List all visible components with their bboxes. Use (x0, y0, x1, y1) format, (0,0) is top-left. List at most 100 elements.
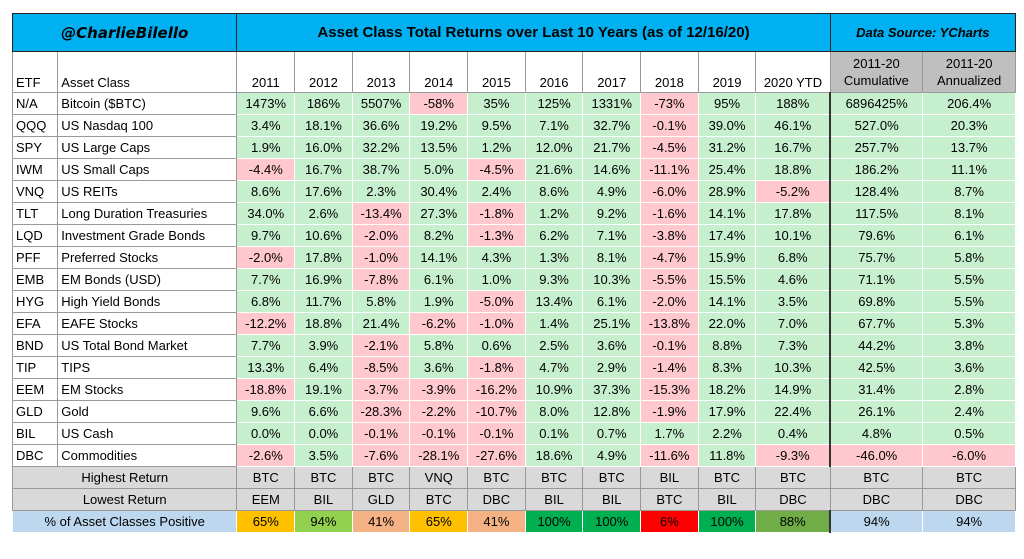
return-cell: 18.1% (294, 114, 353, 137)
column-header-row: ETF Asset Class 2011 2012 2013 2014 2015 2016… (11, 51, 1016, 93)
return-cell: -1.4% (640, 356, 699, 379)
lowest-return-ticker: BIL (524, 488, 584, 511)
asset-class-name: US Total Bond Market (57, 334, 238, 357)
return-cell: 1.2% (524, 202, 584, 225)
return-cell: -1.3% (467, 224, 526, 247)
return-cell: 36.6% (351, 114, 411, 137)
highest-return-ticker: BTC (755, 466, 831, 489)
return-cell: 0.0% (236, 422, 296, 445)
table-row: BIL US Cash 0.0% 0.0% -0.1% -0.1% -0.1% 0.1% 0.7… (11, 422, 1016, 445)
header-year: 2016 (524, 51, 584, 93)
return-cell: 11.7% (294, 290, 353, 313)
header-annualized: 2011-20 Annualized (922, 51, 1016, 93)
return-cell: -6.0% (640, 180, 699, 203)
return-cell: 2.9% (582, 356, 642, 379)
return-cell: 8.0% (524, 400, 584, 423)
return-cell: 1.9% (409, 290, 469, 313)
lowest-return-row: Lowest Return EEM BIL GLD BTC DBC BIL BIL BTC BIL… (11, 488, 1016, 511)
return-cell: 17.9% (697, 400, 757, 423)
lowest-return-ticker: DBC (922, 488, 1016, 511)
return-cell: 18.8% (755, 158, 831, 181)
return-cell: 46.1% (755, 114, 831, 137)
annualized-return-cell: 3.6% (922, 356, 1016, 379)
cumulative-return-cell: 71.1% (829, 268, 924, 291)
etf-ticker: VNQ (11, 180, 59, 203)
return-cell: 95% (697, 92, 757, 115)
header-annualized-label: Annualized (936, 73, 1002, 88)
returns-table-container: @CharlieBilello Asset Class Total Return… (11, 13, 1017, 533)
annualized-return-cell: 8.7% (922, 180, 1016, 203)
return-cell: 6.8% (755, 246, 831, 269)
return-cell: 4.9% (582, 180, 642, 203)
lowest-return-ticker: GLD (351, 488, 411, 511)
return-cell: 14.1% (409, 246, 469, 269)
highest-return-ticker: BTC (236, 466, 296, 489)
return-cell: -1.8% (467, 356, 526, 379)
etf-ticker: TLT (11, 202, 59, 225)
return-cell: -2.2% (409, 400, 469, 423)
return-cell: 1.4% (524, 312, 584, 335)
return-cell: -2.0% (236, 246, 296, 269)
return-cell: 10.6% (294, 224, 353, 247)
etf-ticker: DBC (11, 444, 59, 467)
return-cell: -58% (409, 92, 469, 115)
return-cell: 5.8% (409, 334, 469, 357)
asset-class-name: US Small Caps (57, 158, 238, 181)
header-cumulative: 2011-20 Cumulative (829, 51, 924, 93)
highest-return-ticker: BTC (922, 466, 1016, 489)
etf-ticker: EEM (11, 378, 59, 401)
table-title: Asset Class Total Returns over Last 10 Y… (236, 13, 831, 52)
return-cell: -2.6% (236, 444, 296, 467)
lowest-return-ticker: BTC (640, 488, 699, 511)
cumulative-return-cell: 75.7% (829, 246, 924, 269)
percent-positive-cell: 41% (351, 510, 411, 533)
return-cell: -7.8% (351, 268, 411, 291)
return-cell: 8.2% (409, 224, 469, 247)
return-cell: 16.7% (294, 158, 353, 181)
returns-table: @CharlieBilello Asset Class Total Return… (11, 13, 1017, 533)
return-cell: 5.8% (351, 290, 411, 313)
lowest-return-ticker: BIL (697, 488, 757, 511)
table-row: EFA EAFE Stocks -12.2% 18.8% 21.4% -6.2% -1.0%… (11, 312, 1016, 335)
return-cell: -73% (640, 92, 699, 115)
return-cell: 13.3% (236, 356, 296, 379)
header-year: 2015 (467, 51, 526, 93)
return-cell: 3.4% (236, 114, 296, 137)
return-cell: 9.6% (236, 400, 296, 423)
return-cell: -16.2% (467, 378, 526, 401)
return-cell: 21.7% (582, 136, 642, 159)
return-cell: 14.1% (697, 290, 757, 313)
lowest-return-ticker: BTC (409, 488, 469, 511)
header-year: 2014 (409, 51, 469, 93)
highest-return-ticker: BTC (294, 466, 353, 489)
percent-positive-cell: 100% (524, 510, 584, 533)
return-cell: 4.3% (467, 246, 526, 269)
return-cell: 12.8% (582, 400, 642, 423)
return-cell: 21.4% (351, 312, 411, 335)
return-cell: 6.4% (294, 356, 353, 379)
return-cell: 34.0% (236, 202, 296, 225)
return-cell: 25.4% (697, 158, 757, 181)
lowest-return-ticker: EEM (236, 488, 296, 511)
return-cell: 186% (294, 92, 353, 115)
etf-ticker: BND (11, 334, 59, 357)
return-cell: -28.3% (351, 400, 411, 423)
table-row: EMB EM Bonds (USD) 7.7% 16.9% -7.8% 6.1% 1.0% 9… (11, 268, 1016, 291)
return-cell: 1331% (582, 92, 642, 115)
return-cell: 19.1% (294, 378, 353, 401)
return-cell: 8.6% (236, 180, 296, 203)
return-cell: -2.1% (351, 334, 411, 357)
return-cell: 13.5% (409, 136, 469, 159)
return-cell: 7.3% (755, 334, 831, 357)
return-cell: -2.0% (640, 290, 699, 313)
return-cell: -4.4% (236, 158, 296, 181)
asset-class-name: Bitcoin ($BTC) (57, 92, 238, 115)
return-cell: -27.6% (467, 444, 526, 467)
return-cell: 22.0% (697, 312, 757, 335)
percent-positive-cell: 41% (467, 510, 526, 533)
return-cell: 2.3% (351, 180, 411, 203)
cumulative-return-cell: 4.8% (829, 422, 924, 445)
return-cell: 1.0% (467, 268, 526, 291)
return-cell: 2.2% (697, 422, 757, 445)
asset-class-name: Investment Grade Bonds (57, 224, 238, 247)
